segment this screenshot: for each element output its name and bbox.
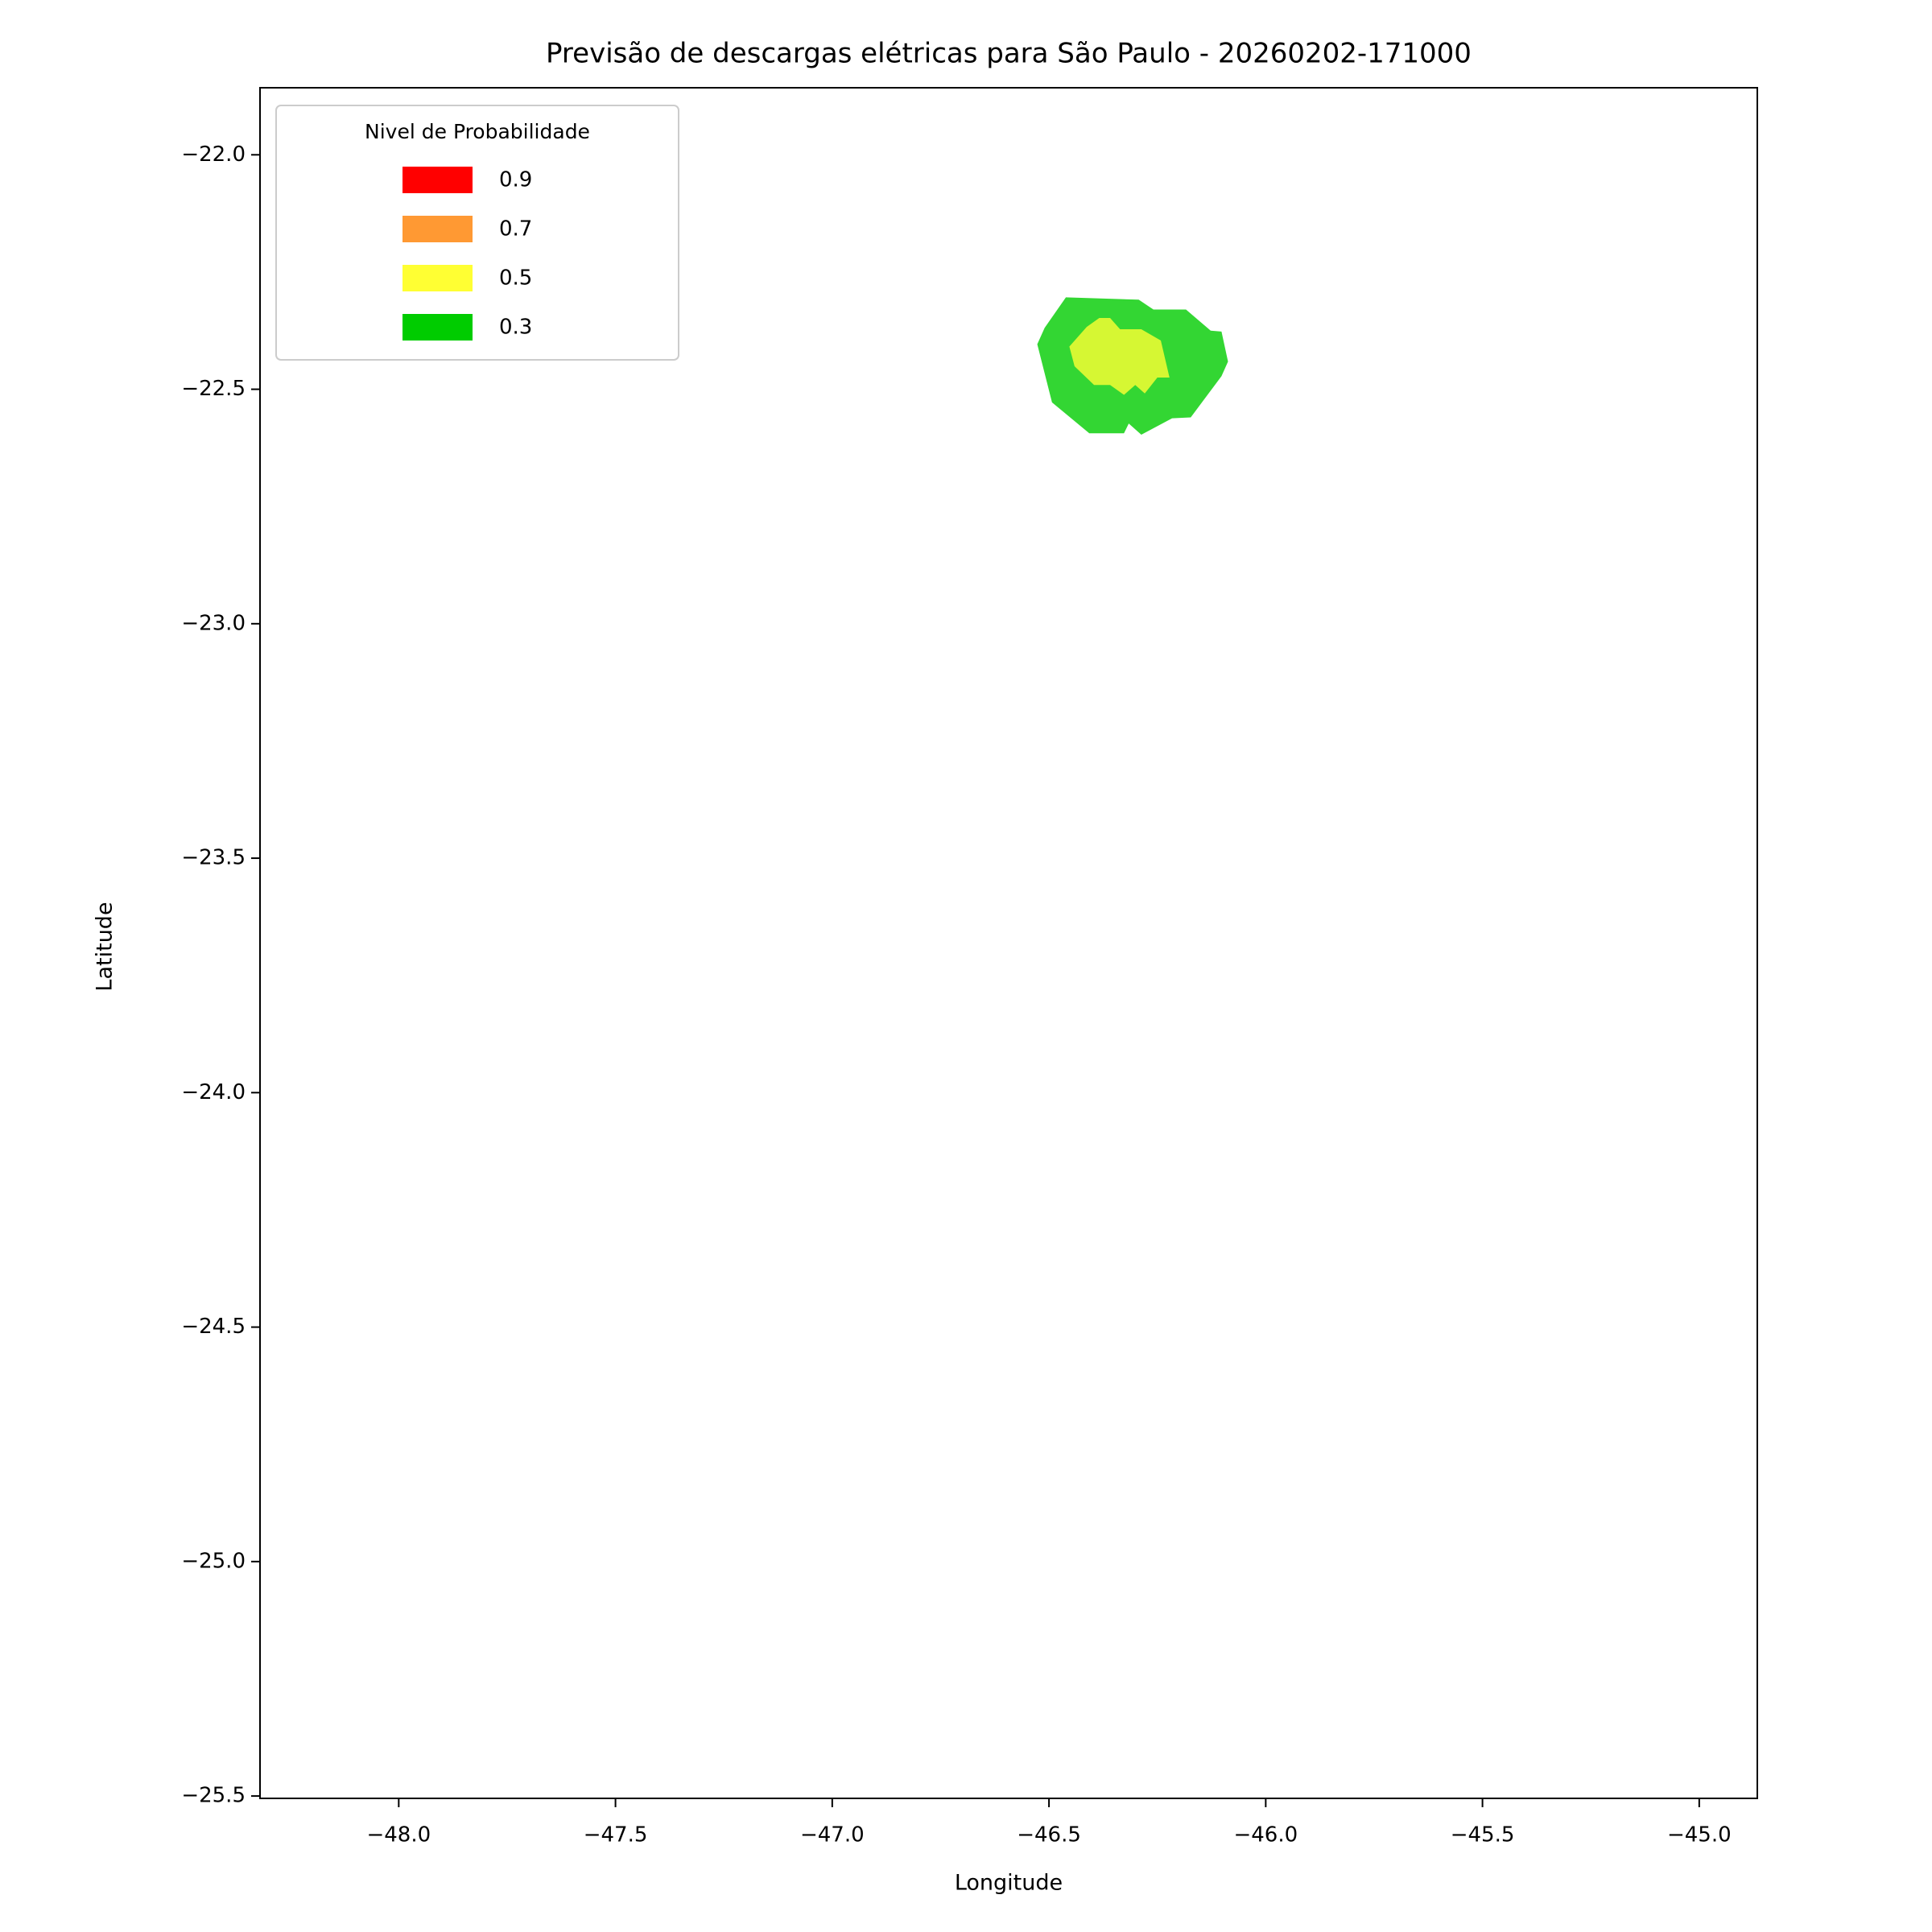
legend-label: 0.5	[499, 266, 532, 291]
legend-swatch	[402, 314, 473, 341]
y-axis-label: Latitude	[93, 902, 118, 991]
legend-box	[275, 105, 679, 361]
legend-swatch	[402, 167, 473, 193]
x-tick-label: −45.5	[1451, 1823, 1515, 1847]
legend-label: 0.9	[499, 168, 532, 192]
y-tick-label: −24.5	[181, 1315, 246, 1339]
plot-area	[1037, 297, 1228, 436]
x-tick-label: −46.0	[1233, 1823, 1298, 1847]
x-tick-label: −47.5	[584, 1823, 648, 1847]
x-tick-label: −48.0	[366, 1823, 431, 1847]
axes-frame	[259, 87, 1758, 1799]
chart-title: Previsão de descargas elétricas para São…	[546, 38, 1472, 70]
y-tick-label: −25.5	[181, 1784, 246, 1808]
x-axis-label: Longitude	[955, 1871, 1063, 1896]
legend-title: Nivel de Probabilidade	[365, 120, 590, 143]
y-tick-label: −22.0	[181, 142, 246, 167]
y-tick-label: −23.0	[181, 611, 246, 635]
x-tick-label: −45.0	[1667, 1823, 1732, 1847]
legend-label: 0.7	[499, 217, 532, 242]
y-tick-label: −25.0	[181, 1549, 246, 1573]
y-tick-label: −23.5	[181, 846, 246, 870]
legend-label: 0.3	[499, 316, 532, 340]
x-tick-label: −47.0	[800, 1823, 865, 1847]
x-tick-label: −46.5	[1017, 1823, 1081, 1847]
contour-region	[1069, 318, 1170, 395]
y-tick-label: −24.0	[181, 1080, 246, 1104]
legend-swatch	[402, 216, 473, 242]
legend-swatch	[402, 265, 473, 291]
legend: Nivel de Probabilidade 0.9 0.7 0.5 0.3	[275, 105, 679, 361]
y-tick-label: −22.5	[181, 377, 246, 401]
